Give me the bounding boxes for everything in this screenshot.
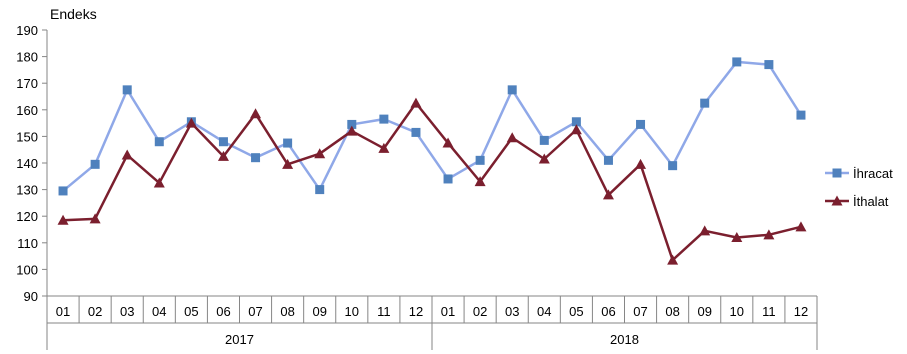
data-point xyxy=(251,153,261,163)
data-point xyxy=(667,254,679,265)
data-point xyxy=(795,221,807,232)
data-point xyxy=(89,213,101,224)
data-point xyxy=(122,85,132,95)
y-tick-label: 100 xyxy=(16,262,38,277)
series-1 xyxy=(58,57,806,196)
data-point xyxy=(732,57,742,67)
x-tick-label: 01 xyxy=(56,304,70,319)
x-tick-label: 04 xyxy=(537,304,551,319)
data-point xyxy=(763,229,775,240)
x-tick-label: 08 xyxy=(665,304,679,319)
x-tick-label: 07 xyxy=(248,304,262,319)
x-tick-label: 06 xyxy=(601,304,615,319)
data-point xyxy=(218,137,228,147)
y-tick-label: 160 xyxy=(16,103,38,118)
y-tick-label: 120 xyxy=(16,209,38,224)
x-tick-label: 02 xyxy=(88,304,102,319)
data-point xyxy=(635,158,647,169)
data-point xyxy=(538,153,550,164)
data-point xyxy=(506,132,518,143)
x-tick-label: 07 xyxy=(633,304,647,319)
data-point xyxy=(250,108,262,119)
data-point xyxy=(796,110,806,120)
x-tick-label: 03 xyxy=(505,304,519,319)
data-point xyxy=(90,159,100,169)
legend-marker xyxy=(832,168,842,178)
data-point xyxy=(121,149,133,160)
x-tick-label: 09 xyxy=(697,304,711,319)
y-tick-label: 130 xyxy=(16,183,38,198)
data-point xyxy=(378,142,390,153)
y-tick-label: 150 xyxy=(16,129,38,144)
data-point xyxy=(154,137,164,147)
x-tick-label: 11 xyxy=(762,304,776,319)
data-point xyxy=(442,137,454,148)
data-point xyxy=(153,177,165,188)
x-tick-label: 01 xyxy=(441,304,455,319)
data-point xyxy=(346,125,358,136)
data-point xyxy=(603,155,613,165)
legend-label: İthalat xyxy=(853,194,889,209)
x-tick-label: 06 xyxy=(216,304,230,319)
data-point xyxy=(411,127,421,137)
data-point xyxy=(379,114,389,124)
data-point xyxy=(602,189,614,200)
data-point xyxy=(699,225,711,236)
data-point xyxy=(443,174,453,184)
y-tick-label: 90 xyxy=(24,289,38,304)
data-point xyxy=(539,135,549,145)
data-point xyxy=(475,155,485,165)
y-axis-title: Endeks xyxy=(50,6,97,22)
data-point xyxy=(185,117,197,128)
legend-marker xyxy=(831,195,843,206)
y-tick-label: 190 xyxy=(16,23,38,38)
data-point xyxy=(668,161,678,171)
y-tick-label: 140 xyxy=(16,156,38,171)
data-point xyxy=(507,85,517,95)
data-point xyxy=(570,124,582,135)
x-tick-label: 04 xyxy=(152,304,166,319)
x-tick-label: 09 xyxy=(312,304,326,319)
x-tick-label: 11 xyxy=(377,304,391,319)
data-point xyxy=(700,98,710,108)
data-point xyxy=(571,117,581,127)
data-point xyxy=(731,231,743,242)
data-point xyxy=(282,158,294,169)
legend-label: İhracat xyxy=(853,166,893,181)
series-line xyxy=(62,101,802,262)
y-tick-label: 110 xyxy=(17,236,38,251)
data-point xyxy=(347,119,357,129)
legend: İhracat İthalat xyxy=(825,166,893,209)
series-line xyxy=(62,60,803,192)
data-point xyxy=(58,186,68,196)
x-tick-label: 05 xyxy=(184,304,198,319)
data-point xyxy=(283,138,293,148)
x-tick-label: 05 xyxy=(569,304,583,319)
series-2 xyxy=(57,97,807,265)
data-point xyxy=(315,185,325,195)
series-layer xyxy=(57,57,807,265)
x-tick-label: 02 xyxy=(473,304,487,319)
x-tick-label: 03 xyxy=(120,304,134,319)
data-point xyxy=(636,119,646,129)
x-tick-label: 10 xyxy=(345,304,359,319)
data-point xyxy=(410,97,422,108)
x-tick-label: 08 xyxy=(280,304,294,319)
x-tick-label: 12 xyxy=(409,304,423,319)
data-point xyxy=(314,148,326,159)
x-tick-label: 10 xyxy=(730,304,744,319)
x-group-label: 2017 xyxy=(225,332,254,347)
data-point xyxy=(57,214,69,225)
data-point xyxy=(764,60,774,70)
data-point xyxy=(474,176,486,187)
y-tick-label: 180 xyxy=(16,50,38,65)
data-point xyxy=(217,150,229,161)
y-tick-label: 170 xyxy=(16,76,38,91)
x-tick-label: 12 xyxy=(794,304,808,319)
x-group-label: 2018 xyxy=(610,332,639,347)
